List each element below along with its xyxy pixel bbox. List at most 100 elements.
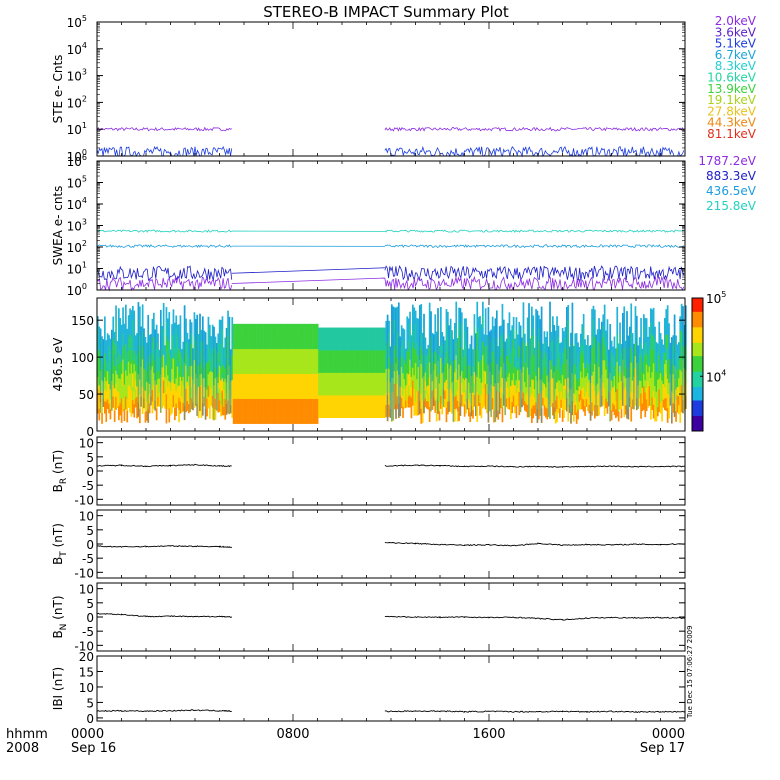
spectrogram-cell (396, 383, 399, 397)
spectrogram-cell (672, 402, 675, 413)
spectrogram-cell (375, 361, 378, 373)
spectrogram-cell (122, 333, 124, 347)
spectrogram-cell (658, 321, 661, 334)
spectrogram-cell (351, 350, 354, 362)
legend-entry: 8.3keV (715, 59, 757, 73)
spectrogram-cell (206, 344, 208, 354)
spectrogram-cell (515, 354, 518, 368)
spectrogram-cell (462, 392, 465, 400)
spectrogram-cell (545, 357, 547, 368)
spectrogram-cell (224, 358, 227, 369)
spectrogram-cell (354, 395, 357, 407)
spectrogram-cell (409, 371, 411, 384)
spectrogram-cell (249, 336, 252, 350)
spectrogram-cell (293, 398, 295, 412)
spectrogram-cell (216, 343, 218, 411)
spectrogram-cell (573, 364, 575, 375)
spectrogram-cell (683, 378, 686, 390)
spectrogram-cell (98, 338, 101, 351)
spectrogram-cell (336, 383, 339, 396)
spectrogram-cell (379, 372, 382, 385)
spectrogram-cell (585, 391, 588, 400)
colorbar-swatch (692, 364, 703, 368)
spectrogram-cell (217, 353, 220, 364)
spectrogram-cell (638, 380, 641, 390)
spectrogram-cell (462, 370, 465, 379)
spectrogram-cell (242, 411, 245, 424)
spectrogram-cell (507, 365, 509, 377)
spectrogram-cell (293, 411, 295, 424)
spectrogram-cell (445, 351, 448, 366)
spectrogram-cell (493, 374, 495, 387)
spectrogram-cell (158, 349, 161, 358)
spectrogram-cell (400, 356, 403, 367)
spectrogram-cell (335, 395, 337, 407)
spectrogram-cell (588, 404, 591, 414)
spectrogram-cell (596, 340, 599, 352)
spectrogram-cell (428, 317, 431, 333)
spectrogram-cell (186, 381, 189, 392)
field-trace-bt-1 (384, 542, 686, 547)
spectrogram-cell (578, 393, 581, 402)
spectrogram-cell (561, 339, 564, 352)
spectrogram-cell (358, 361, 361, 373)
spectrogram-cell (444, 373, 446, 383)
spectrogram-cell (234, 348, 236, 362)
spectrogram-cell (444, 357, 446, 366)
spectrogram-cell (582, 350, 585, 363)
spectrogram-cell (407, 373, 410, 386)
spectrogram-cell (441, 373, 444, 384)
spectrogram-cell (535, 322, 537, 336)
spectrogram-cell (378, 372, 381, 385)
spectrogram-cell (564, 368, 567, 379)
spectrogram-cell (367, 350, 369, 362)
spectrogram-cell (375, 406, 378, 418)
spectrogram-cell (342, 361, 344, 373)
spectrogram-cell (111, 329, 113, 411)
spectrogram-cell (620, 371, 623, 382)
spectrogram-cell (356, 372, 358, 385)
spectrogram-cell (414, 375, 417, 390)
spectrogram-cell (648, 395, 651, 406)
spectrogram-cell (634, 380, 637, 394)
spectrogram-cell (606, 331, 609, 344)
spectrogram-cell (615, 374, 617, 384)
spectrogram-cell (347, 327, 350, 340)
spectrogram-cell (654, 409, 656, 422)
spectrogram-cell (624, 395, 627, 406)
spectrogram-cell (300, 361, 302, 375)
spectrogram-cell (472, 375, 474, 385)
spectrogram-cell (407, 329, 410, 341)
spectrogram-cell (552, 365, 554, 379)
spectrogram-cell (144, 358, 147, 370)
spectrogram-cell (330, 327, 333, 340)
time-tick-date: Sep 16 (71, 741, 116, 756)
spectrogram-cell (266, 386, 269, 399)
spectrogram-cell (661, 410, 663, 422)
spectrogram-cell (438, 411, 441, 421)
spectrogram-cell (679, 369, 682, 383)
spectrogram-cell (333, 361, 336, 373)
spectrogram-cell (106, 333, 109, 343)
colorbar-swatch (692, 411, 703, 414)
spectrogram-cell (174, 347, 176, 360)
spectrogram-cell (388, 332, 390, 346)
spectrogram-cell (193, 336, 196, 349)
spectrogram-cell (239, 348, 242, 362)
spectrogram-cell (526, 379, 529, 393)
spectrogram-cell (265, 373, 267, 387)
spectrogram-cell (440, 332, 442, 346)
series-line-ste-0 (96, 126, 685, 132)
spectrogram-cell (563, 396, 565, 408)
spectrogram-cell (223, 372, 225, 382)
spectrogram-cell (588, 354, 591, 363)
spectrogram-cell (148, 344, 151, 355)
spectrogram-cell (461, 335, 463, 348)
spectrogram-cell (678, 369, 680, 379)
spectrogram-cell (454, 335, 456, 348)
spectrogram-cell (633, 343, 635, 410)
spectrogram-cell (115, 331, 117, 345)
spectrogram-cell (615, 383, 617, 393)
spectrogram-cell (351, 327, 354, 340)
spectrogram-cell (384, 406, 386, 418)
